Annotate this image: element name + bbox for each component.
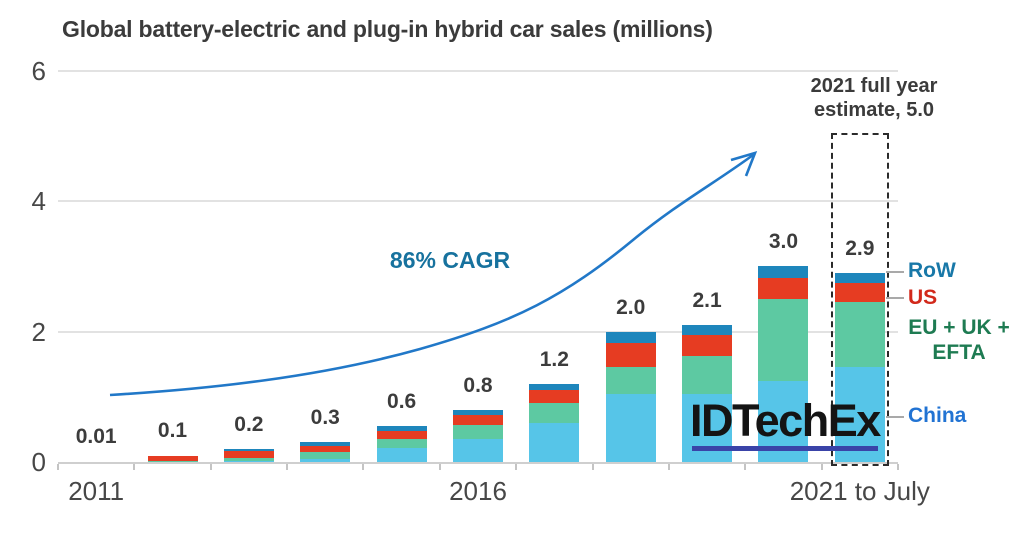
bar-total-label-2018: 2.0 [616,296,646,320]
bar-segment-2018-EU+UK+EFTA [605,367,656,394]
bar-segment-2017-US [529,390,580,404]
bar-segment-2017-EU+UK+EFTA [529,403,580,423]
watermark-text: IDTechEx [690,395,881,446]
estimate-dashed-box [830,133,889,466]
cagr-label: 86% CAGR [389,247,511,273]
bar-segment-2018-China [605,393,656,462]
bar-total-label-2012: 0.1 [157,419,188,443]
estimate-annotation-line2: estimate, 5.0 [813,99,935,121]
bar-segment-2016-US [453,415,503,426]
legend-item-us: US [908,286,938,309]
chart-title: Global battery-electric and plug-in hybr… [62,16,713,42]
bar-segment-2018-RoW [605,332,656,343]
bar-segment-2015-China [376,448,427,462]
bar-total-label-2019: 2.1 [692,289,722,313]
legend-leader-us [886,297,904,299]
x-axis-tick [286,464,289,470]
x-axis-tick [820,464,823,470]
bar-segment-2015-RoW [376,426,427,431]
bar-total-label-2013: 0.2 [234,412,264,436]
x-axis-tick [57,464,59,470]
legend-leader-china [886,416,904,418]
y-axis-label-4: 4 [31,186,46,217]
bar-segment-2019-US [682,334,733,357]
bar-segment-2013-RoW [223,448,274,452]
bar-total-label-2017: 1.2 [539,347,569,371]
bar-segment-2012-EU+UK+EFTA [147,461,198,462]
bar-segment-2016-China [453,439,503,462]
x-axis-label-2016: 2016 [449,476,507,506]
x-axis-tick [438,464,441,470]
x-axis-tick [744,464,747,470]
estimate-annotation: 2021 full year estimate, 5.0 [788,74,960,122]
bar-segment-2019-RoW [682,325,733,335]
gridline-y4 [58,200,898,203]
y-axis-label-6: 6 [31,55,46,86]
legend-leader-row [886,271,904,273]
x-axis-tick [515,464,518,470]
bar-segment-2020-RoW [758,266,809,279]
bar-segment-2021-RoW [834,272,885,283]
x-axis-tick [591,464,594,470]
x-axis-tick [897,464,899,470]
bar-total-label-2021: 2.9 [845,236,875,260]
x-axis-tick [667,464,670,470]
bar-segment-2015-EU+UK+EFTA [376,438,427,449]
bar-segment-2014-China [300,458,351,462]
bar-total-label-2015: 0.6 [387,390,417,414]
bar-segment-2013-EU+UK+EFTA [223,457,274,461]
bar-segment-2014-RoW [300,442,351,446]
bar-segment-2017-RoW [529,383,580,391]
legend-item-row: RoW [908,259,956,282]
bar-segment-2015-US [376,430,427,439]
watermark-underline [692,446,878,451]
y-axis-label-2: 2 [31,316,46,347]
x-axis-line [58,462,898,464]
x-axis-label-2011: 2011 [68,476,125,506]
x-axis-tick [133,464,136,470]
legend-item-china: China [908,404,967,427]
bar-total-label-2016: 0.8 [463,373,493,397]
bar-segment-2017-China [529,422,580,462]
bar-segment-2016-RoW [453,409,503,416]
bar-segment-2013-US [223,451,274,458]
bar-segment-2014-EU+UK+EFTA [300,452,351,459]
bar-segment-2018-US [605,342,656,368]
bar-segment-2021-US [834,282,885,303]
x-axis-tick [362,464,365,470]
bar-segment-2020-US [758,278,809,299]
bar-total-label-2020: 3.0 [768,230,799,254]
bar-total-label-2011: 0.01 [75,425,117,449]
x-axis-label-2021-to-july: 2021 to July [789,476,930,506]
watermark: IDTechEx [690,395,881,451]
bar-total-label-2014: 0.3 [310,406,340,430]
bar-segment-2013-China [223,461,274,462]
y-axis-label-0: 0 [31,447,46,477]
bar-segment-2021-EU+UK+EFTA [834,302,885,368]
gridline-y6 [58,69,898,72]
estimate-annotation-line1: 2021 full year [810,75,938,97]
bar-segment-2014-US [300,445,351,453]
bar-segment-2019-EU+UK+EFTA [682,356,733,394]
legend-item-eu-uk-efta: EU + UK + EFTA [908,316,1010,364]
bar-segment-2012-US [147,455,198,461]
x-axis-tick [209,464,212,470]
bar-segment-2016-EU+UK+EFTA [453,425,503,440]
bar-segment-2020-EU+UK+EFTA [758,299,809,381]
